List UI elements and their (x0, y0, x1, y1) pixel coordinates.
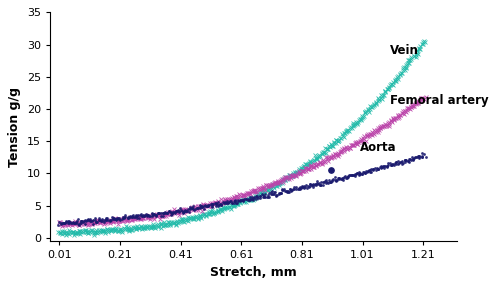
Y-axis label: Tension g/g: Tension g/g (8, 87, 22, 167)
Text: Femoral artery: Femoral artery (390, 94, 488, 107)
Text: Aorta: Aorta (360, 141, 396, 154)
X-axis label: Stretch, mm: Stretch, mm (210, 266, 296, 279)
Text: Vein: Vein (390, 44, 419, 57)
